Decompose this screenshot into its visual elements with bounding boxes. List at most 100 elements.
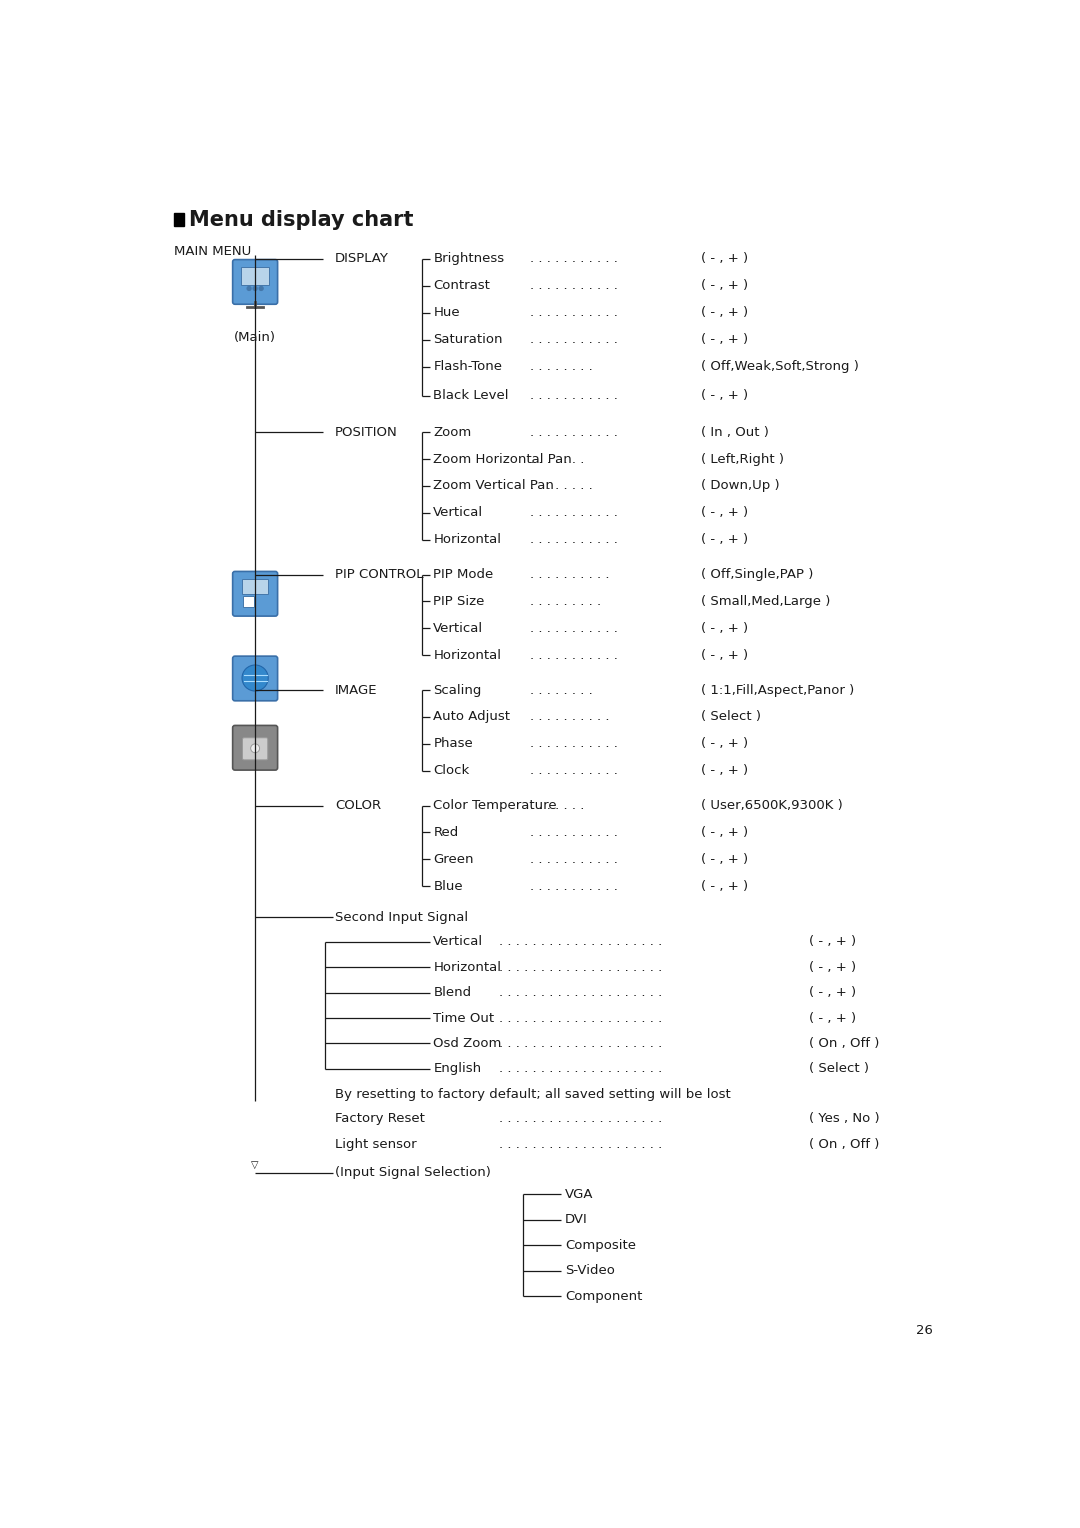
Text: 26: 26 [916, 1325, 933, 1337]
Text: Color Temperature: Color Temperature [433, 799, 557, 811]
Text: IMAGE: IMAGE [335, 683, 377, 697]
Text: ( - , + ): ( - , + ) [701, 880, 747, 892]
Text: . . . . . . . . . . . . . . . . . . . .: . . . . . . . . . . . . . . . . . . . . [499, 935, 662, 949]
Text: Black Level: Black Level [433, 390, 509, 402]
Text: Component: Component [565, 1290, 643, 1302]
Text: ( - , + ): ( - , + ) [809, 961, 856, 973]
Text: DISPLAY: DISPLAY [335, 252, 389, 266]
Text: Horizontal: Horizontal [433, 961, 501, 973]
Text: Zoom Vertical Pan: Zoom Vertical Pan [433, 480, 554, 492]
Text: MAIN MENU: MAIN MENU [174, 244, 251, 258]
Text: Blue: Blue [433, 880, 463, 892]
Text: . . . . . . . . . . .: . . . . . . . . . . . [530, 252, 618, 266]
Text: . . . . . . . . . . . . . . . . . . . .: . . . . . . . . . . . . . . . . . . . . [499, 986, 662, 999]
Text: ( - , + ): ( - , + ) [809, 986, 856, 999]
Bar [174, 212, 184, 226]
Text: . . . . . . . . . . . . . . . . . . . .: . . . . . . . . . . . . . . . . . . . . [499, 1112, 662, 1126]
Circle shape [242, 665, 268, 691]
Text: ( - , + ): ( - , + ) [701, 827, 747, 839]
Text: . . . . . . . . . . .: . . . . . . . . . . . [530, 827, 618, 839]
Text: ( Yes , No ): ( Yes , No ) [809, 1112, 880, 1126]
Text: Saturation: Saturation [433, 333, 503, 347]
Text: ( - , + ): ( - , + ) [701, 533, 747, 547]
Text: ( Small,Med,Large ): ( Small,Med,Large ) [701, 594, 831, 608]
Text: Contrast: Contrast [433, 280, 490, 292]
Text: Hue: Hue [433, 306, 460, 319]
Text: Composite: Composite [565, 1239, 636, 1251]
Text: . . . . . . . . . . .: . . . . . . . . . . . [530, 880, 618, 892]
Text: ( - , + ): ( - , + ) [701, 764, 747, 778]
Text: . . . . . . . . . . .: . . . . . . . . . . . [530, 306, 618, 319]
Circle shape [251, 744, 259, 753]
Circle shape [253, 287, 257, 290]
Text: . . . . . . . .: . . . . . . . . [530, 683, 593, 697]
Text: ( Off,Single,PAP ): ( Off,Single,PAP ) [701, 568, 813, 581]
Text: ( - , + ): ( - , + ) [701, 252, 747, 266]
Text: Vertical: Vertical [433, 506, 484, 520]
Text: . . . . . . .: . . . . . . . [530, 799, 584, 811]
Text: ( - , + ): ( - , + ) [701, 738, 747, 750]
Text: . . . . . . . . . . . . . . . . . . . .: . . . . . . . . . . . . . . . . . . . . [499, 961, 662, 973]
Circle shape [247, 287, 251, 290]
Text: PIP Size: PIP Size [433, 594, 485, 608]
Text: ( Select ): ( Select ) [809, 1062, 869, 1076]
Text: ( Off,Weak,Soft,Strong ): ( Off,Weak,Soft,Strong ) [701, 361, 859, 373]
Text: ( - , + ): ( - , + ) [809, 935, 856, 949]
Text: . . . . . . . .: . . . . . . . . [530, 361, 593, 373]
Text: ( - , + ): ( - , + ) [701, 280, 747, 292]
FancyBboxPatch shape [243, 738, 268, 759]
Text: ( On , Off ): ( On , Off ) [809, 1038, 879, 1050]
Text: . . . . . . . .: . . . . . . . . [530, 480, 593, 492]
Text: Horizontal: Horizontal [433, 533, 501, 547]
FancyBboxPatch shape [232, 726, 278, 770]
Text: . . . . . . . . . . .: . . . . . . . . . . . [530, 853, 618, 866]
Text: . . . . . . . . . . .: . . . . . . . . . . . [530, 738, 618, 750]
Text: VGA: VGA [565, 1187, 594, 1201]
Circle shape [259, 287, 264, 290]
Text: . . . . . . . . . . . . . . . . . . . .: . . . . . . . . . . . . . . . . . . . . [499, 1062, 662, 1076]
Text: POSITION: POSITION [335, 426, 397, 439]
Text: . . . . . . . . . . .: . . . . . . . . . . . [530, 506, 618, 520]
Text: ( User,6500K,9300K ): ( User,6500K,9300K ) [701, 799, 842, 811]
Text: . . . . . . . . . . .: . . . . . . . . . . . [530, 622, 618, 636]
Text: ( On , Off ): ( On , Off ) [809, 1138, 879, 1151]
FancyBboxPatch shape [232, 571, 278, 616]
Text: . . . . . . . . . . .: . . . . . . . . . . . [530, 426, 618, 439]
Text: Vertical: Vertical [433, 935, 484, 949]
Text: . . . . . . . . . .: . . . . . . . . . . [530, 568, 610, 581]
Text: (Input Signal Selection): (Input Signal Selection) [335, 1166, 490, 1180]
Text: Red: Red [433, 827, 459, 839]
Text: ( - , + ): ( - , + ) [701, 506, 747, 520]
Text: Light sensor: Light sensor [335, 1138, 417, 1151]
Text: ( - , + ): ( - , + ) [701, 390, 747, 402]
Text: PIP CONTROL: PIP CONTROL [335, 568, 423, 581]
Text: ( Down,Up ): ( Down,Up ) [701, 480, 780, 492]
Text: (Main): (Main) [234, 332, 276, 344]
Text: . . . . . . . . . .: . . . . . . . . . . [530, 711, 610, 723]
Text: . . . . . . .: . . . . . . . [530, 452, 584, 466]
Text: ( Select ): ( Select ) [701, 711, 760, 723]
Text: Blend: Blend [433, 986, 472, 999]
Bar [243, 596, 254, 607]
Text: Brightness: Brightness [433, 252, 504, 266]
Text: . . . . . . . . . . .: . . . . . . . . . . . [530, 533, 618, 547]
Text: Clock: Clock [433, 764, 470, 778]
Text: Phase: Phase [433, 738, 473, 750]
Text: English: English [433, 1062, 482, 1076]
Text: S-Video: S-Video [565, 1264, 615, 1277]
Text: Menu display chart: Menu display chart [189, 209, 414, 229]
FancyBboxPatch shape [232, 656, 278, 701]
Text: . . . . . . . . . . .: . . . . . . . . . . . [530, 764, 618, 778]
FancyBboxPatch shape [232, 260, 278, 304]
Text: . . . . . . . . . . . . . . . . . . . .: . . . . . . . . . . . . . . . . . . . . [499, 1038, 662, 1050]
Text: ( In , Out ): ( In , Out ) [701, 426, 769, 439]
Text: Second Input Signal: Second Input Signal [335, 911, 468, 923]
Text: . . . . . . . . . . .: . . . . . . . . . . . [530, 333, 618, 347]
Text: . . . . . . . . . . .: . . . . . . . . . . . [530, 280, 618, 292]
Bar [241, 267, 269, 286]
Text: . . . . . . . . . . .: . . . . . . . . . . . [530, 649, 618, 662]
Text: ( - , + ): ( - , + ) [701, 853, 747, 866]
Text: Time Out: Time Out [433, 1012, 495, 1025]
Text: ( Left,Right ): ( Left,Right ) [701, 452, 784, 466]
Text: . . . . . . . . . . . . . . . . . . . .: . . . . . . . . . . . . . . . . . . . . [499, 1138, 662, 1151]
